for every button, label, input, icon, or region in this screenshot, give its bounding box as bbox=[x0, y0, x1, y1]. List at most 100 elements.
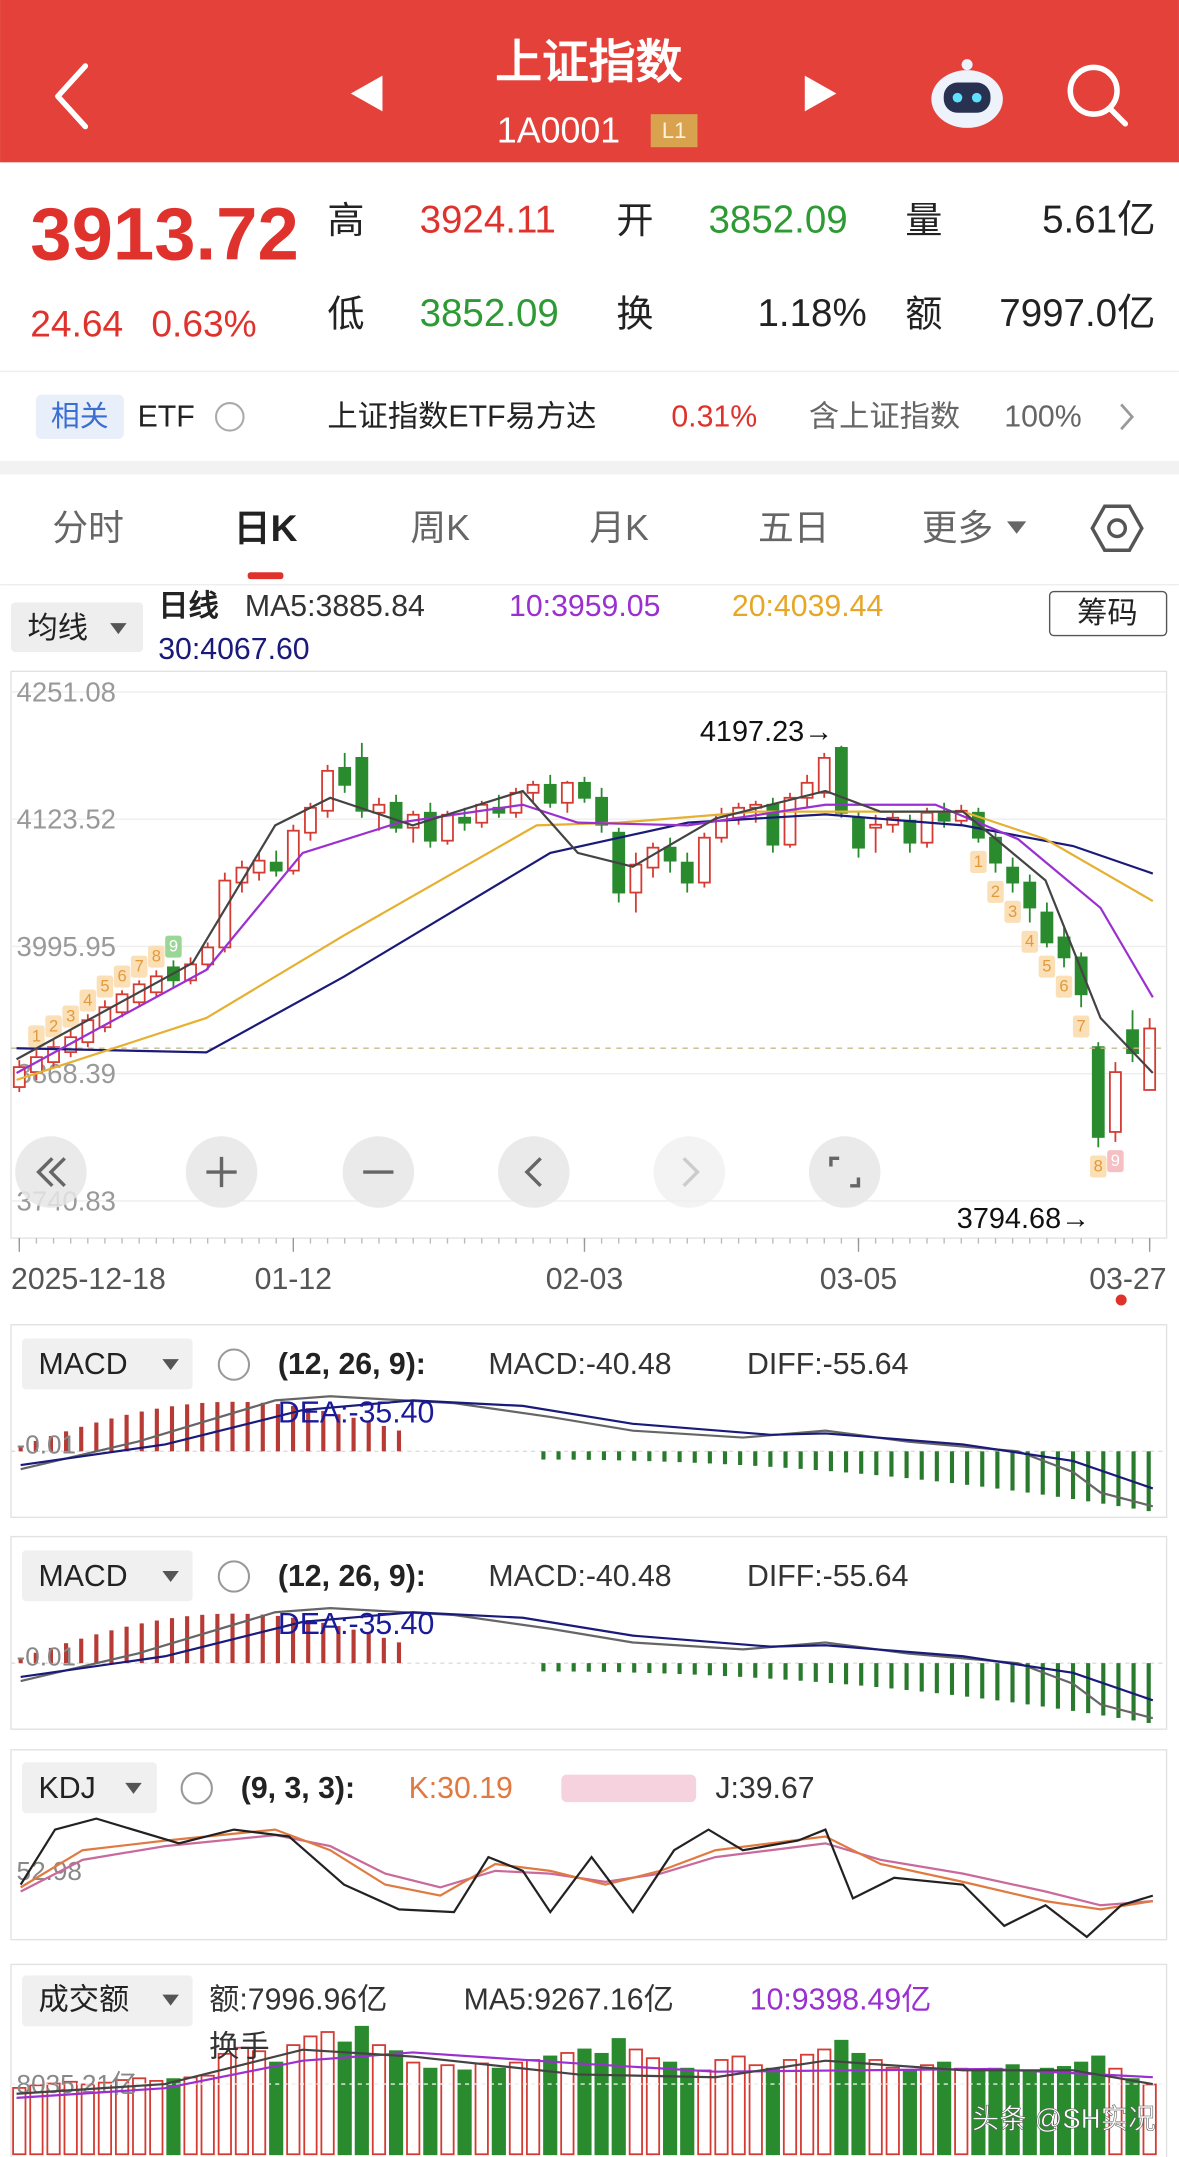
histogram-bar bbox=[48, 1436, 54, 1452]
etf-name[interactable]: 上证指数ETF易方达 bbox=[327, 399, 596, 433]
indicator-selector[interactable] bbox=[22, 1338, 193, 1390]
panel-frame bbox=[10, 1749, 1168, 1941]
candle-body bbox=[338, 766, 352, 786]
volume-bar bbox=[200, 2074, 215, 2156]
candle-body bbox=[629, 863, 643, 894]
volume-bar bbox=[800, 2053, 815, 2156]
volume-bar bbox=[697, 2069, 712, 2156]
j-line bbox=[19, 1817, 1154, 1939]
tab[interactable]: 五日 bbox=[758, 508, 830, 548]
candle-body bbox=[663, 846, 677, 862]
assistant-icon[interactable] bbox=[931, 59, 1003, 128]
macd-panel: MACD (12, 26, 9): MACD:-40.48 DIFF:-55.6… bbox=[10, 1535, 1168, 1730]
turnover-label: 换手 bbox=[209, 2029, 270, 2063]
indicator-selector[interactable] bbox=[22, 1550, 193, 1602]
dea-value: DEA:-35.40 bbox=[278, 1608, 434, 1641]
histogram-bar bbox=[586, 1451, 591, 1460]
help-icon[interactable] bbox=[217, 1560, 251, 1593]
histogram-bar bbox=[753, 1451, 758, 1466]
tab-active[interactable]: 日K bbox=[234, 507, 298, 549]
histogram-bar bbox=[169, 1618, 175, 1664]
td-mark-box bbox=[62, 1005, 79, 1028]
icon bbox=[206, 1156, 237, 1188]
tab[interactable]: 月K bbox=[589, 508, 649, 548]
candle-body bbox=[372, 803, 386, 814]
histogram-bar bbox=[366, 1421, 371, 1452]
help-icon[interactable] bbox=[217, 1348, 251, 1381]
scroll-right[interactable] bbox=[653, 1136, 726, 1208]
histogram-bar bbox=[1086, 1663, 1091, 1714]
candle-body bbox=[869, 823, 883, 829]
next-stock[interactable] bbox=[804, 75, 837, 112]
histogram-bar bbox=[768, 1663, 773, 1679]
histogram-bar bbox=[154, 1408, 159, 1452]
indicator-selector[interactable] bbox=[22, 1762, 157, 1814]
histogram-bar bbox=[617, 1663, 622, 1673]
ma-value: MA5:3885.84 bbox=[245, 590, 425, 623]
back-button[interactable] bbox=[55, 63, 89, 130]
histogram-bar bbox=[1070, 1451, 1076, 1500]
histogram-bar bbox=[79, 1426, 84, 1452]
tab[interactable]: 更多 bbox=[922, 508, 994, 548]
histogram-bar bbox=[556, 1451, 561, 1460]
help-icon[interactable] bbox=[214, 402, 245, 432]
volume-bar bbox=[1108, 2067, 1123, 2156]
histogram-bar bbox=[843, 1451, 849, 1473]
ma-selector[interactable] bbox=[11, 602, 144, 653]
amount-ma5: MA5:9267.16亿 bbox=[464, 1983, 674, 2017]
candle-body bbox=[149, 975, 163, 994]
volume-bar bbox=[251, 2050, 267, 2156]
help-icon[interactable] bbox=[180, 1772, 213, 1805]
histogram-bar bbox=[154, 1620, 159, 1664]
settings-icon[interactable] bbox=[1090, 504, 1144, 552]
histogram-bar bbox=[798, 1451, 803, 1469]
volume-bar bbox=[645, 2057, 661, 2156]
td-mark: 9 bbox=[169, 938, 178, 956]
fullscreen[interactable] bbox=[808, 1136, 881, 1208]
volume-bar bbox=[765, 2067, 780, 2156]
volume-bar bbox=[919, 2064, 935, 2156]
indicator-params: (12, 26, 9): bbox=[278, 1348, 426, 1381]
histogram-bar bbox=[813, 1451, 818, 1470]
scroll-left[interactable] bbox=[498, 1136, 570, 1208]
histogram-bar bbox=[647, 1451, 652, 1462]
volume-bar bbox=[457, 2069, 472, 2156]
histogram-bar bbox=[1040, 1451, 1045, 1495]
histogram-bar bbox=[366, 1633, 371, 1664]
icon bbox=[48, 1157, 66, 1188]
histogram-bar bbox=[632, 1663, 637, 1673]
tab-underline bbox=[247, 572, 284, 580]
volume-bar bbox=[1056, 2066, 1072, 2156]
histogram-bar bbox=[677, 1663, 682, 1675]
prev-stock[interactable] bbox=[350, 75, 383, 112]
candle-body bbox=[286, 829, 300, 872]
search-icon[interactable] bbox=[1067, 64, 1129, 127]
td-mark: 7 bbox=[135, 958, 144, 976]
chip-button[interactable] bbox=[1048, 590, 1168, 637]
td-mark: 8 bbox=[1094, 1157, 1103, 1175]
dropdown-arrow bbox=[162, 1359, 179, 1371]
histogram-bar bbox=[843, 1663, 849, 1685]
k-line bbox=[20, 1828, 1153, 1911]
histogram-bar bbox=[124, 1626, 129, 1664]
volume-bar bbox=[1091, 2055, 1106, 2156]
chart-frame bbox=[10, 670, 1168, 1239]
histogram-bar bbox=[64, 1643, 69, 1664]
tab[interactable]: 分时 bbox=[52, 508, 124, 548]
volume-bar bbox=[543, 2055, 558, 2156]
histogram-bar bbox=[662, 1663, 667, 1674]
indicator-selector[interactable] bbox=[22, 1975, 193, 2027]
tab[interactable]: 周K bbox=[410, 508, 470, 548]
indicator-name: MACD bbox=[39, 1348, 128, 1381]
dea-line bbox=[20, 1399, 1154, 1490]
histogram-bar bbox=[306, 1620, 311, 1664]
diff-value: DIFF:-55.64 bbox=[747, 1348, 908, 1381]
td-mark-box bbox=[130, 955, 148, 978]
chevron[interactable] bbox=[1120, 403, 1135, 431]
dropdown-arrow bbox=[1007, 521, 1027, 534]
watermark: 头条 @SH实况 bbox=[972, 2103, 1156, 2134]
volume-bar bbox=[526, 2059, 541, 2156]
candle-body bbox=[526, 783, 540, 794]
histogram-bar bbox=[662, 1451, 667, 1462]
volume-bar bbox=[12, 2086, 27, 2156]
